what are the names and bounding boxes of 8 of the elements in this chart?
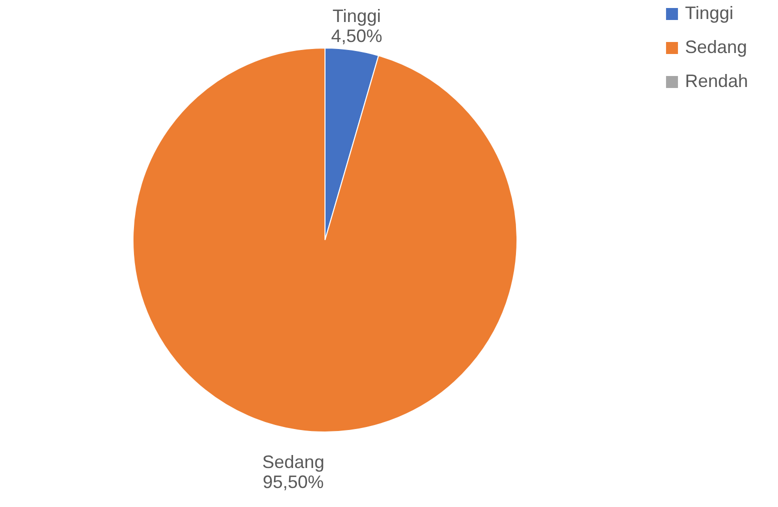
slice-label: Tinggi [332, 6, 381, 26]
pie-slice [132, 48, 518, 432]
legend-label: Sedang [685, 37, 748, 57]
data-label: 4,50% [331, 26, 382, 46]
data-label: 95,50% [262, 472, 324, 492]
legend-label: Rendah [685, 71, 748, 91]
legend-label: Tinggi [685, 3, 734, 23]
slice-label: Sedang [262, 452, 324, 472]
